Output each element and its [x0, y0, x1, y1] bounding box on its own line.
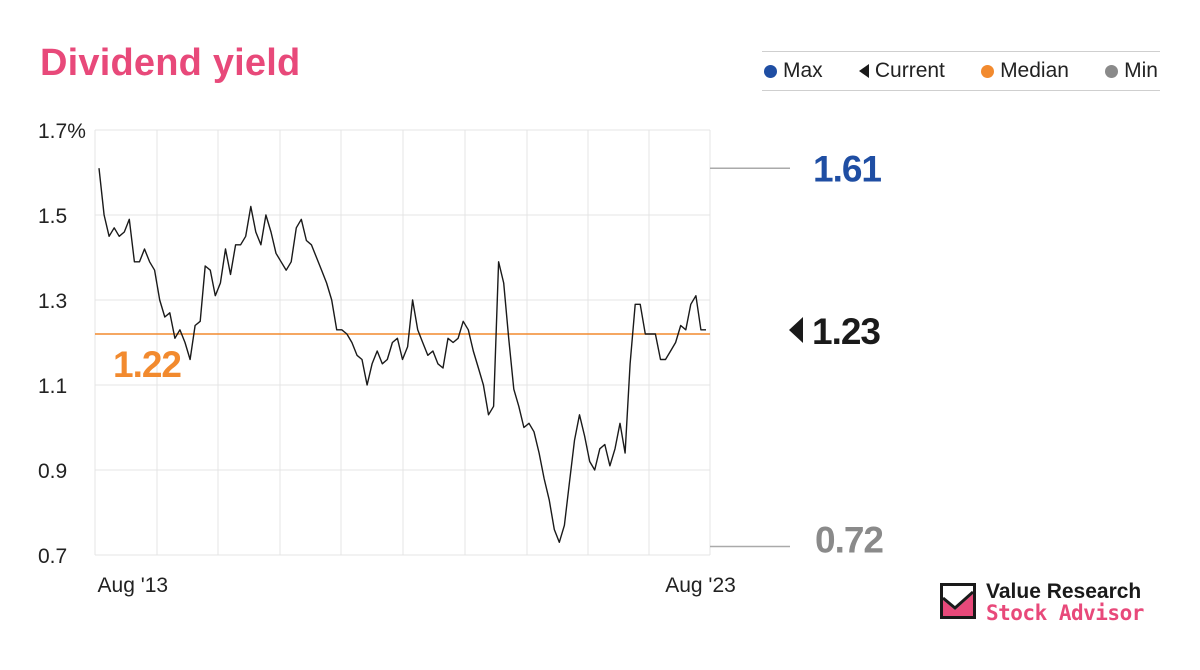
min-dot-icon [1105, 64, 1119, 78]
y-tick-label: 0.7 [38, 545, 67, 568]
x-axis-ticks: Aug '13 Aug '23 [98, 574, 736, 597]
y-tick-label: 1.5 [38, 205, 67, 228]
current-value-label: 1.23 [812, 311, 880, 352]
series [98, 168, 706, 543]
y-tick-label: 1.1 [38, 375, 67, 398]
callouts: 1.61 1.23 1.22 0.72 [113, 148, 884, 561]
logo-text-stock-advisor: Stock Advisor [986, 601, 1144, 625]
legend-item-median: Median [981, 59, 1069, 83]
legend-label-max: Max [783, 59, 823, 82]
median-value-label: 1.22 [113, 344, 181, 385]
legend-item-min: Min [1105, 59, 1158, 83]
x-tick-label: Aug '13 [98, 574, 169, 597]
legend-label-min: Min [1124, 59, 1158, 82]
legend-label-current: Current [874, 59, 945, 82]
current-triangle-icon [858, 64, 869, 78]
legend-item-max: Max [764, 59, 823, 83]
max-value-label: 1.61 [813, 148, 881, 189]
y-tick-label: 0.9 [38, 460, 67, 483]
min-value-label: 0.72 [815, 520, 883, 561]
y-tick-label: 1.7% [38, 120, 86, 143]
x-tick-label: Aug '23 [665, 574, 736, 597]
median-dot-icon [981, 64, 995, 78]
logo-text-value-research: Value Research [986, 580, 1142, 603]
max-dot-icon [764, 64, 777, 78]
current-triangle-icon [789, 317, 803, 343]
legend: Max Current Median Min [762, 51, 1160, 91]
grid [94, 129, 711, 556]
chart-title: Dividend yield [40, 42, 301, 84]
legend-item-current: Current [858, 59, 945, 83]
y-tick-label: 1.3 [38, 290, 67, 313]
value-research-logo: Value Research Stock Advisor [940, 580, 1170, 625]
y-axis-ticks: 1.7% 1.5 1.3 1.1 0.9 0.7 [38, 120, 86, 568]
legend-label-median: Median [1000, 59, 1069, 82]
reference-lines [95, 167, 790, 548]
dividend-yield-series-line [98, 168, 706, 543]
logo-mark-icon [940, 583, 976, 619]
